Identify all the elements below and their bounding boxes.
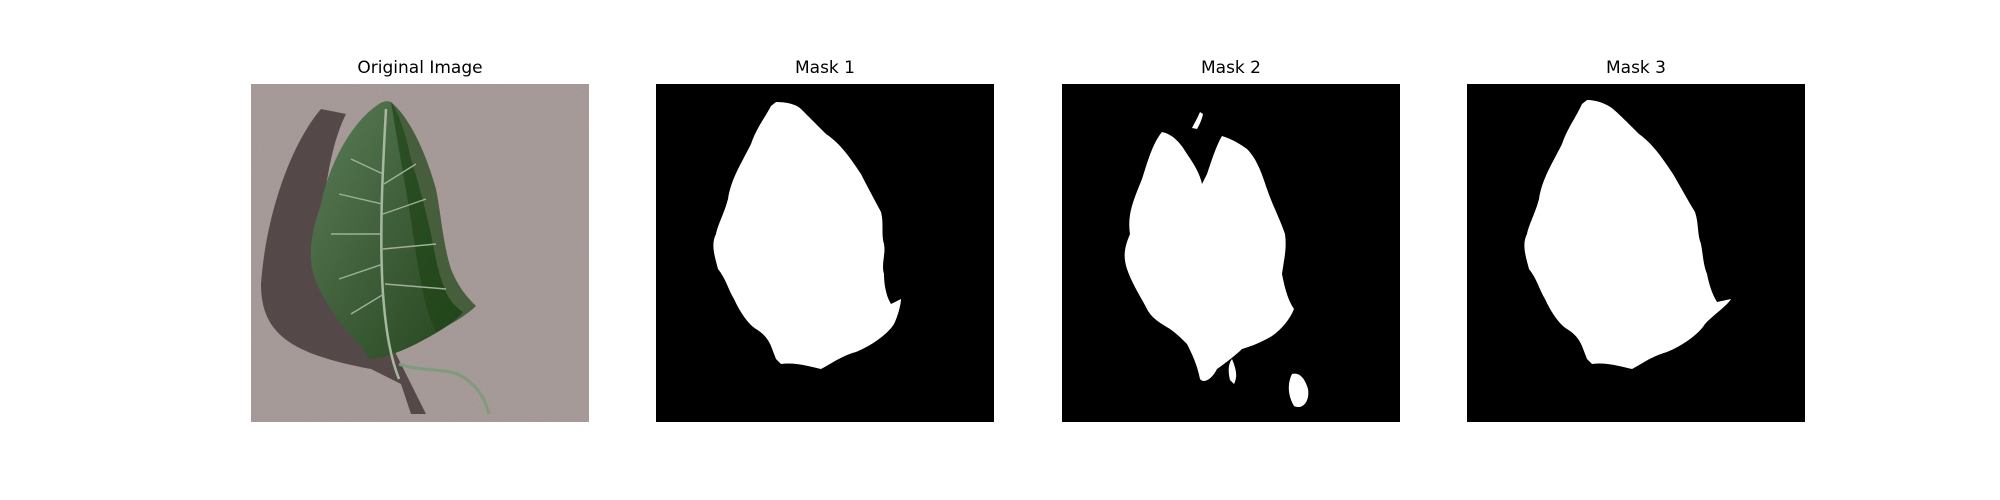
original-image-title: Original Image — [357, 58, 483, 78]
mask-1-image — [656, 84, 994, 422]
mask-1-title: Mask 1 — [794, 58, 855, 78]
mask-3-image — [1467, 84, 1805, 422]
mask-3-title: Mask 3 — [1605, 58, 1666, 78]
mask-2-title: Mask 2 — [1200, 58, 1261, 78]
original-image — [251, 84, 589, 422]
mask-2-image — [1062, 84, 1400, 422]
